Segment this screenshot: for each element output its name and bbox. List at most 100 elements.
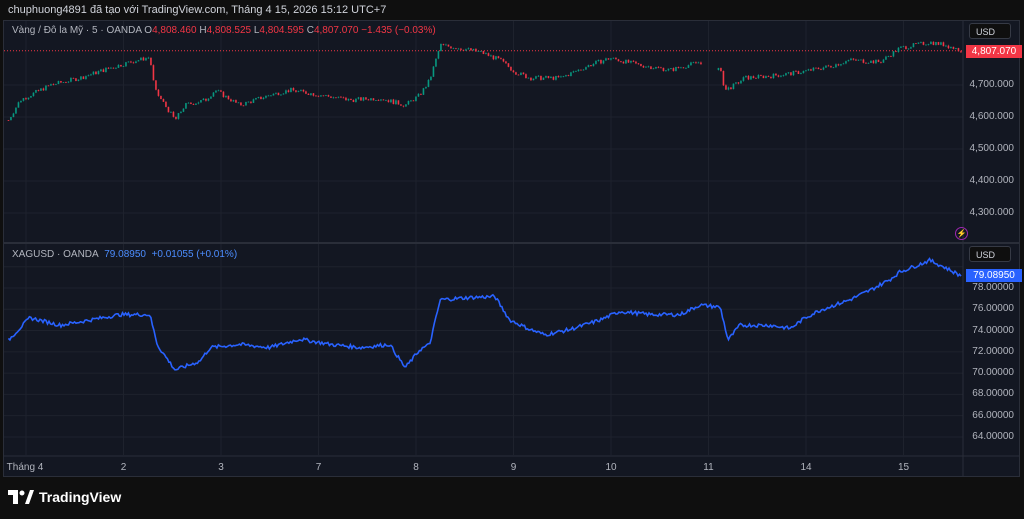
- gold-candle: [802, 70, 805, 74]
- gold-candle: [940, 42, 942, 45]
- gold-candle: [450, 46, 452, 49]
- gold-candle: [432, 66, 435, 77]
- gold-candle: [502, 59, 505, 62]
- gold-candle: [142, 57, 145, 61]
- gold-candle: [430, 76, 432, 80]
- chart-title: chuphuong4891 đã tạo với TradingView.com…: [8, 4, 387, 16]
- gold-candle: [847, 60, 850, 62]
- gold-candle: [742, 77, 745, 81]
- gold-candle: [7, 120, 10, 121]
- gold-candle: [685, 67, 687, 69]
- gold-candle: [512, 70, 515, 73]
- gold-candle: [922, 41, 925, 45]
- gold-candle: [497, 56, 500, 59]
- gold-candle: [400, 104, 402, 106]
- silver-axis-label: 64.00000: [972, 430, 1014, 442]
- gold-candle: [925, 44, 927, 46]
- gold-candle: [197, 102, 200, 104]
- silver-currency-button[interactable]: USD: [969, 246, 1011, 262]
- silver-axis-label: 78.00000: [972, 282, 1014, 293]
- gold-candle: [25, 98, 27, 100]
- gold-candle: [225, 95, 227, 98]
- gold-candle: [470, 48, 472, 51]
- gold-candle: [937, 42, 940, 45]
- time-axis-label: 3: [218, 462, 224, 473]
- gold-candle: [647, 66, 650, 68]
- gold-candle: [362, 97, 365, 101]
- tradingview-logo[interactable]: TradingView: [8, 489, 121, 505]
- gold-candle: [345, 97, 347, 101]
- gold-candle: [70, 77, 72, 82]
- gold-candle: [175, 116, 177, 119]
- gold-candle: [807, 69, 810, 71]
- gold-candle: [357, 97, 360, 99]
- time-axis-label: 9: [510, 462, 517, 473]
- gold-candle: [242, 105, 245, 107]
- gold-candle: [690, 62, 692, 66]
- gold-candle: [97, 71, 100, 75]
- gold-candle: [280, 94, 282, 96]
- gold-candle: [95, 71, 97, 75]
- gold-candle: [40, 88, 42, 91]
- gold-candle: [407, 100, 410, 105]
- gold-candle: [580, 69, 582, 71]
- gold-candle: [477, 51, 480, 52]
- silver-axis-label: 66.00000: [972, 409, 1014, 421]
- gold-candle: [440, 43, 442, 52]
- gold-candle: [50, 84, 52, 86]
- gold-candle: [545, 76, 547, 78]
- gold-candle: [27, 97, 30, 100]
- gold-candle: [37, 90, 40, 91]
- gold-candle: [817, 67, 820, 70]
- gold-candle: [515, 72, 517, 75]
- gold-candle: [835, 64, 837, 68]
- gold-candle: [325, 95, 327, 96]
- gold-candle: [655, 66, 657, 69]
- gold-candle: [305, 91, 307, 94]
- gold-candle: [912, 43, 915, 48]
- gold-candle: [735, 82, 737, 84]
- gold-candle: [152, 65, 155, 81]
- gold-candle: [770, 76, 772, 79]
- gold-candle: [680, 67, 682, 69]
- high-value: 4,808.525: [206, 25, 252, 36]
- chart-area[interactable]: [3, 20, 1020, 477]
- gold-candle: [265, 95, 267, 98]
- gold-candle: [210, 96, 212, 99]
- gold-candle: [905, 46, 907, 50]
- time-axis-label: 15: [897, 462, 910, 473]
- gold-candle: [732, 83, 735, 90]
- gold-candle: [100, 69, 102, 72]
- gold-candle: [932, 41, 935, 45]
- gold-candle: [132, 62, 135, 64]
- gold-candle: [437, 51, 440, 59]
- time-axis-label: 7: [315, 462, 322, 473]
- gold-candle: [172, 111, 175, 117]
- gold-last-price-tag: 4,807.070: [966, 45, 1022, 58]
- gold-candle: [215, 90, 217, 93]
- gold-currency-button[interactable]: USD: [969, 23, 1011, 39]
- gold-candle: [480, 50, 482, 52]
- gold-candle: [865, 62, 867, 64]
- gold-candle: [367, 99, 370, 101]
- gold-candle: [382, 99, 385, 101]
- gold-candle: [140, 57, 142, 61]
- gold-candle: [245, 101, 247, 106]
- gold-candle: [852, 58, 855, 60]
- gold-candle: [317, 95, 320, 97]
- gold-candle: [250, 101, 252, 103]
- gold-candle: [285, 90, 287, 94]
- gold-candle: [952, 46, 955, 49]
- lightning-icon[interactable]: ⚡: [955, 227, 968, 240]
- gold-candle: [290, 88, 292, 93]
- gold-candle: [525, 74, 527, 79]
- gold-candle: [762, 75, 765, 79]
- gold-candle: [87, 75, 90, 77]
- gold-candle: [510, 66, 512, 71]
- gold-candle: [570, 72, 572, 77]
- gold-candle: [827, 65, 830, 67]
- gold-candle: [895, 51, 897, 52]
- gold-candle: [312, 93, 315, 96]
- gold-candle: [370, 98, 372, 101]
